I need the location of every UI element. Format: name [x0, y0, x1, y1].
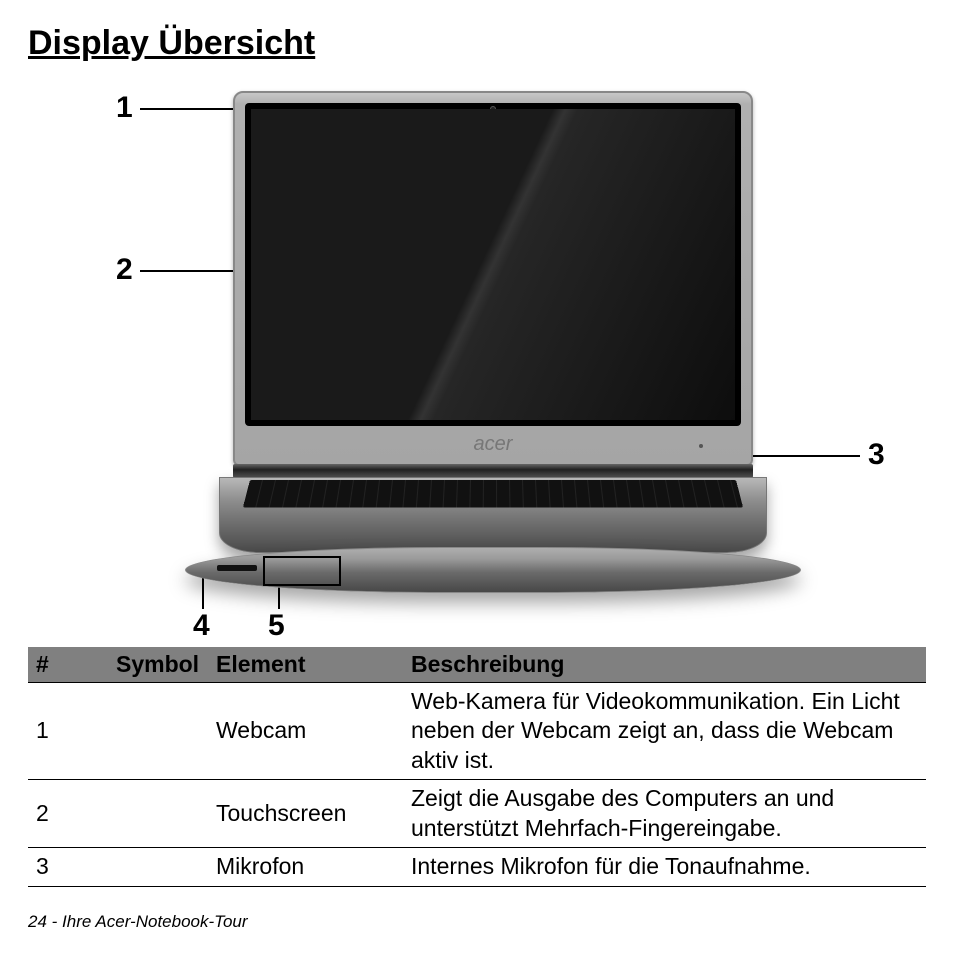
laptop-illustration: acer	[213, 91, 773, 601]
table-header-num: #	[28, 647, 108, 683]
table-row: 3 Mikrofon Internes Mikrofon für die Ton…	[28, 848, 926, 886]
laptop-callout-diagram: 1 2 3 4 5 acer	[28, 81, 926, 651]
component-table: # Symbol Element Beschreibung 1 Webcam W…	[28, 647, 926, 887]
laptop-deck	[219, 477, 767, 553]
table-cell-num: 1	[28, 683, 108, 780]
table-cell-element: Touchscreen	[208, 780, 403, 848]
laptop-hinge	[233, 464, 753, 478]
table-row: 2 Touchscreen Zeigt die Ausgabe des Comp…	[28, 780, 926, 848]
table-cell-symbol	[108, 780, 208, 848]
touchpad-button-highlight-box	[263, 556, 341, 586]
laptop-screen	[251, 109, 735, 420]
table-header-desc: Beschreibung	[403, 647, 926, 683]
table-row: 1 Webcam Web-Kamera für Videokommunikati…	[28, 683, 926, 780]
table-header-symbol: Symbol	[108, 647, 208, 683]
callout-number-5: 5	[268, 609, 285, 643]
table-cell-symbol	[108, 683, 208, 780]
page-title: Display Übersicht	[28, 24, 926, 63]
microphone-icon	[699, 444, 703, 448]
table-cell-desc: Web-Kamera für Videokommunikation. Ein L…	[403, 683, 926, 780]
document-page: Display Übersicht 1 2 3 4 5 acer	[0, 0, 954, 954]
laptop-port-slot	[217, 565, 257, 571]
callout-number-4: 4	[193, 609, 210, 643]
table-cell-num: 3	[28, 848, 108, 886]
table-cell-symbol	[108, 848, 208, 886]
table-header-row: # Symbol Element Beschreibung	[28, 647, 926, 683]
table-cell-element: Webcam	[208, 683, 403, 780]
laptop-keyboard	[243, 480, 743, 507]
laptop-bezel	[245, 103, 741, 426]
table-header-element: Element	[208, 647, 403, 683]
table-cell-element: Mikrofon	[208, 848, 403, 886]
callout-number-2: 2	[116, 253, 133, 287]
table-cell-num: 2	[28, 780, 108, 848]
laptop-lid: acer	[233, 91, 753, 466]
table-cell-desc: Zeigt die Ausgabe des Computers an und u…	[403, 780, 926, 848]
laptop-brand-text: acer	[235, 433, 751, 456]
callout-number-3: 3	[868, 438, 885, 472]
table-cell-desc: Internes Mikrofon für die Tonaufnahme.	[403, 848, 926, 886]
callout-number-1: 1	[116, 91, 133, 125]
page-footer: 24 - Ihre Acer-Notebook-Tour	[28, 912, 248, 932]
